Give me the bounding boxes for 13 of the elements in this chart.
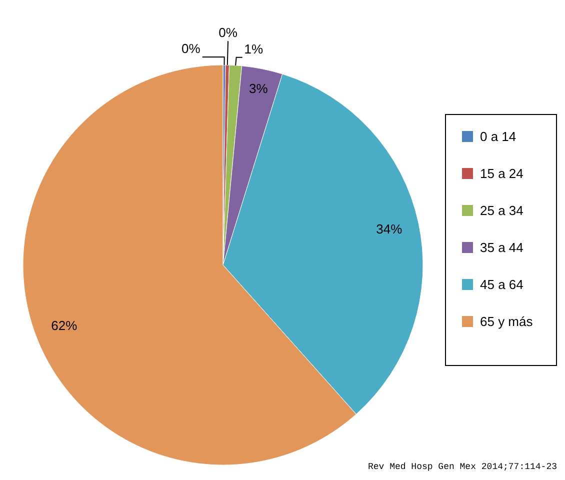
legend-label: 0 a 14 bbox=[480, 129, 516, 144]
data-label: 3% bbox=[248, 81, 268, 96]
data-label: 0% bbox=[182, 41, 201, 56]
legend-label: 35 a 44 bbox=[480, 240, 524, 255]
legend-label: 15 a 24 bbox=[480, 166, 524, 181]
legend-label: 25 a 34 bbox=[480, 203, 524, 218]
data-label: 62% bbox=[51, 318, 78, 334]
data-label: 0% bbox=[218, 25, 238, 40]
legend-label: 65 y más bbox=[480, 314, 533, 329]
legend-label: 45 a 64 bbox=[480, 277, 524, 292]
data-label: 34% bbox=[376, 221, 403, 236]
data-label: 1% bbox=[244, 41, 264, 56]
text: Rev Med Hosp Gen Mex 2014;77:114-23 bbox=[368, 462, 557, 472]
